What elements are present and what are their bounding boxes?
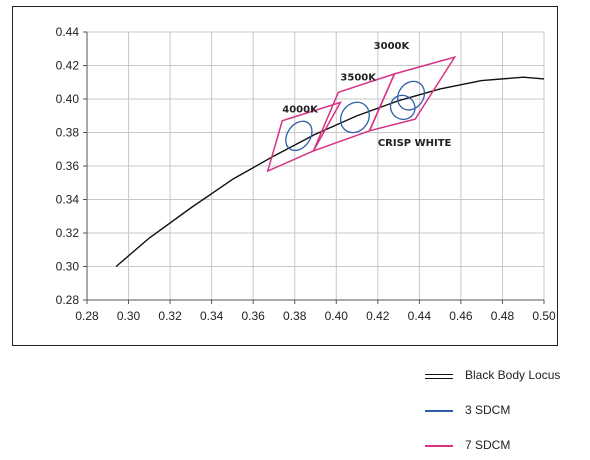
sdcm3-ellipse — [389, 94, 416, 120]
x-tick-label: 0.46 — [449, 309, 473, 323]
y-tick-label: 0.36 — [56, 159, 80, 173]
sdcm7-quadrangle — [368, 55, 457, 132]
y-tick-label: 0.42 — [56, 59, 80, 73]
x-tick-label: 0.30 — [117, 309, 141, 323]
y-tick-label: 0.34 — [56, 193, 80, 207]
legend-item-3-sdcm: 3 SDCM — [425, 401, 590, 421]
x-tick-label: 0.42 — [366, 309, 390, 323]
x-tick-label: 0.40 — [325, 309, 349, 323]
chart-plot: 0.28 0.30 0.32 0.34 0.36 0.38 0.40 0.42 0.44 0.46… — [56, 25, 556, 323]
x-tick-label: 0.34 — [200, 309, 224, 323]
legend-label-3-sdcm: 3 SDCM — [465, 403, 511, 417]
y-tick-label: 0.28 — [56, 293, 80, 307]
y-tick-label: 0.40 — [56, 92, 80, 106]
x-tick-label: 0.50 — [532, 309, 556, 323]
legend-swatch-7-sdcm — [425, 445, 453, 447]
y-tick-label: 0.38 — [56, 126, 80, 140]
sdcm3-ellipse — [339, 101, 370, 134]
x-tick-label: 0.36 — [242, 309, 266, 323]
chart-frame: 0.28 0.30 0.32 0.34 0.36 0.38 0.40 0.42 0.44 0.46… — [12, 6, 558, 346]
x-tick-label: 0.44 — [408, 309, 432, 323]
x-tick-label: 0.28 — [75, 309, 99, 323]
legend-swatch-black-body-locus — [425, 374, 453, 379]
legend-item-black-body-locus: Black Body Locus — [425, 366, 590, 386]
black-body-locus-line — [115, 76, 545, 268]
y-tick-label: 0.30 — [56, 260, 80, 274]
y-tick-label: 0.32 — [56, 226, 80, 240]
legend-swatch-3-sdcm — [425, 410, 453, 412]
annotation-label: 4000K — [282, 104, 319, 115]
legend-label-7-sdcm: 7 SDCM — [465, 438, 511, 452]
sdcm3-ellipse — [285, 120, 313, 152]
annotation-label: CRISP WHITE — [378, 138, 452, 149]
legend-item-7-sdcm: 7 SDCM — [425, 436, 590, 456]
x-tick-label: 0.32 — [158, 309, 182, 323]
annotation-label: 3000K — [374, 41, 411, 52]
legend-label-black-body-locus: Black Body Locus — [465, 368, 561, 382]
x-tick-label: 0.38 — [283, 309, 307, 323]
y-tick-label: 0.44 — [56, 25, 80, 39]
annotation-label: 3500K — [340, 73, 377, 84]
sdcm3-ellipse — [397, 80, 426, 111]
x-tick-label: 0.48 — [491, 309, 515, 323]
